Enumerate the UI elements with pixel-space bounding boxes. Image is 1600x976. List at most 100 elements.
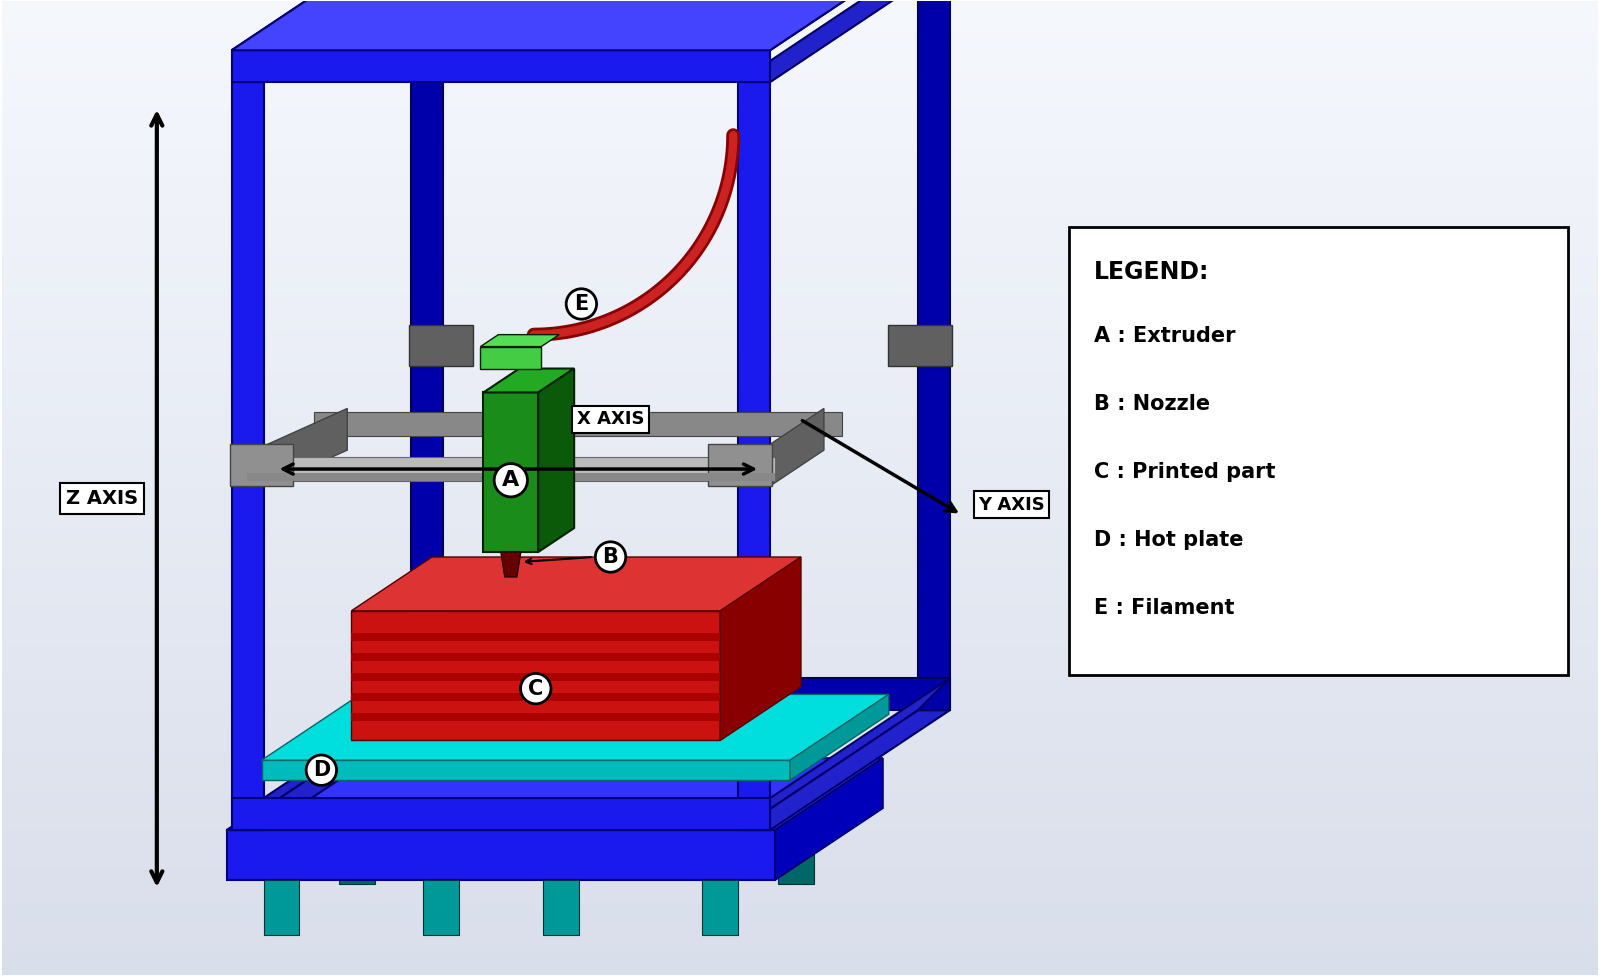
Bar <box>2 897 1598 907</box>
Bar <box>2 848 1598 858</box>
Polygon shape <box>483 392 538 552</box>
Bar <box>2 527 1598 537</box>
Polygon shape <box>232 0 443 82</box>
Bar <box>2 255 1598 264</box>
Bar <box>2 838 1598 848</box>
Bar <box>1069 226 1568 675</box>
Polygon shape <box>738 0 949 50</box>
Bar <box>2 926 1598 936</box>
Bar <box>2 887 1598 897</box>
Bar <box>2 79 1598 89</box>
Text: D: D <box>312 760 330 780</box>
Bar <box>2 11 1598 20</box>
Text: Z AXIS: Z AXIS <box>66 489 138 508</box>
Bar <box>2 712 1598 721</box>
Bar <box>2 663 1598 672</box>
Bar <box>2 69 1598 79</box>
Bar <box>2 634 1598 644</box>
Polygon shape <box>790 694 888 780</box>
Bar <box>2 381 1598 390</box>
Bar <box>2 625 1598 634</box>
Bar <box>2 410 1598 420</box>
Polygon shape <box>538 369 574 552</box>
Bar <box>2 595 1598 605</box>
Bar <box>2 274 1598 284</box>
Polygon shape <box>542 880 579 935</box>
Polygon shape <box>778 830 813 884</box>
Polygon shape <box>232 0 443 50</box>
Bar <box>2 644 1598 654</box>
Polygon shape <box>738 82 770 830</box>
Text: X AXIS: X AXIS <box>576 410 645 428</box>
Bar <box>2 439 1598 449</box>
Polygon shape <box>738 678 949 830</box>
Bar <box>2 1 1598 11</box>
Bar <box>2 351 1598 361</box>
Bar <box>2 361 1598 371</box>
Polygon shape <box>352 611 720 741</box>
Bar <box>2 916 1598 926</box>
Bar <box>2 965 1598 975</box>
Text: A : Extruder: A : Extruder <box>1094 326 1235 346</box>
Polygon shape <box>227 758 883 830</box>
Polygon shape <box>314 412 842 436</box>
Bar <box>2 118 1598 128</box>
Polygon shape <box>501 552 520 577</box>
Bar <box>2 390 1598 400</box>
Bar <box>2 235 1598 245</box>
Bar <box>2 294 1598 304</box>
Polygon shape <box>264 880 299 935</box>
Polygon shape <box>232 50 770 82</box>
Bar <box>2 449 1598 459</box>
Bar <box>2 946 1598 956</box>
Polygon shape <box>480 346 541 369</box>
Polygon shape <box>232 798 770 830</box>
Bar <box>2 304 1598 313</box>
Text: B : Nozzle: B : Nozzle <box>1094 394 1210 414</box>
Bar <box>2 586 1598 595</box>
Text: A: A <box>502 470 520 490</box>
Bar <box>2 576 1598 586</box>
Bar <box>2 672 1598 682</box>
Bar <box>2 264 1598 274</box>
Text: E : Filament: E : Filament <box>1094 597 1235 618</box>
Bar <box>2 50 1598 60</box>
Text: Y AXIS: Y AXIS <box>978 496 1045 514</box>
Bar <box>2 371 1598 381</box>
Bar <box>2 167 1598 177</box>
Bar <box>2 731 1598 741</box>
Bar <box>2 868 1598 877</box>
Bar <box>2 790 1598 799</box>
Polygon shape <box>246 457 774 481</box>
Bar <box>2 780 1598 790</box>
Polygon shape <box>352 672 720 680</box>
Bar <box>2 342 1598 351</box>
Polygon shape <box>720 557 802 741</box>
Bar <box>2 936 1598 946</box>
Bar <box>2 498 1598 508</box>
Bar <box>2 420 1598 429</box>
Bar <box>2 741 1598 751</box>
Bar <box>2 332 1598 342</box>
Text: LEGEND:: LEGEND: <box>1094 260 1210 284</box>
Bar <box>2 537 1598 547</box>
Bar <box>2 615 1598 625</box>
Text: C : Printed part: C : Printed part <box>1094 462 1275 482</box>
Polygon shape <box>352 693 720 701</box>
Polygon shape <box>411 0 443 711</box>
Bar <box>2 517 1598 527</box>
Bar <box>2 177 1598 186</box>
Polygon shape <box>411 678 949 711</box>
Polygon shape <box>480 335 558 346</box>
Bar <box>2 459 1598 468</box>
Bar <box>2 284 1598 294</box>
Bar <box>2 829 1598 838</box>
Polygon shape <box>267 408 347 486</box>
Polygon shape <box>261 694 888 760</box>
Polygon shape <box>352 557 802 611</box>
Bar <box>2 400 1598 410</box>
Bar <box>2 721 1598 731</box>
Bar <box>2 429 1598 439</box>
Bar <box>2 877 1598 887</box>
Bar <box>2 30 1598 40</box>
